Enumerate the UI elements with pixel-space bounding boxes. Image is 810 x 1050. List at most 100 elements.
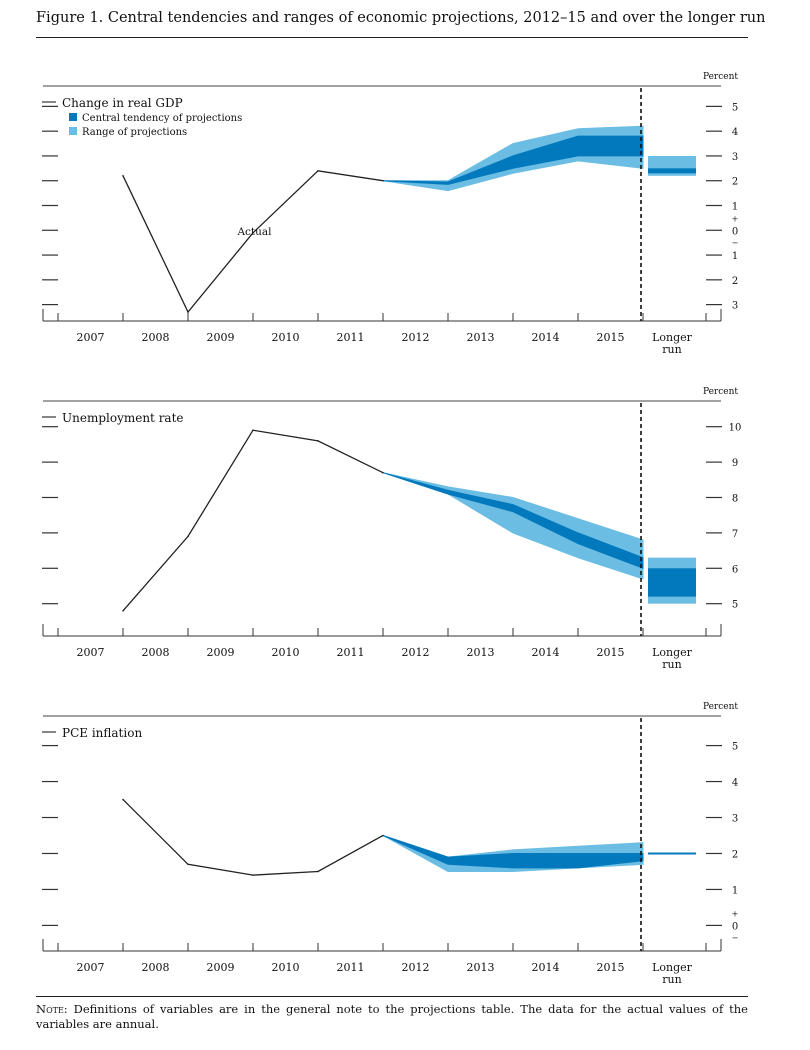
actual-line — [122, 170, 384, 314]
y-tick-label-6: 6 — [732, 564, 738, 575]
y-tick-label-0: 0 — [732, 226, 738, 237]
x-tick-label-2008: 2008 — [142, 646, 170, 659]
figure-title: Figure 1. Central tendencies and ranges … — [36, 10, 766, 26]
x-tick-label-2012: 2012 — [402, 646, 430, 659]
actual-point-2009 — [252, 231, 254, 234]
x-tick-label-2014: 2014 — [532, 331, 560, 344]
x-tick-label-run: run — [662, 343, 681, 356]
actual-point-2009 — [252, 429, 254, 432]
x-tick-label-longer: Longer — [652, 961, 693, 974]
y-tick-label-3: 3 — [732, 152, 738, 163]
unit-label: Percent — [703, 702, 738, 712]
y-tick-label-9: 9 — [732, 458, 738, 469]
actual-point-2008 — [187, 535, 189, 538]
actual-point-2010 — [317, 170, 319, 172]
x-tick-label-longer: Longer — [652, 331, 693, 344]
y-tick-label-2: 2 — [732, 177, 738, 188]
x-tick-label-2015: 2015 — [597, 646, 625, 659]
figure-note: Note: Definitions of variables are in th… — [36, 1002, 748, 1032]
plus-sign: + — [732, 214, 739, 223]
x-tick-label-2009: 2009 — [207, 961, 235, 974]
x-tick-label-2007: 2007 — [77, 961, 105, 974]
actual-line — [122, 429, 384, 612]
x-tick-label-2013: 2013 — [467, 646, 495, 659]
y-tick-label-4: 4 — [732, 127, 738, 138]
x-tick-label-2008: 2008 — [142, 961, 170, 974]
x-tick-label-2008: 2008 — [142, 331, 170, 344]
x-tick-label-2007: 2007 — [77, 646, 105, 659]
y-tick-label-10: 10 — [729, 423, 742, 434]
central-tendency-band — [382, 472, 644, 570]
y-tick-label-0: 0 — [732, 921, 738, 932]
longer-run-central-box — [648, 568, 696, 597]
plus-sign: + — [732, 909, 739, 918]
actual-point-2010 — [317, 440, 319, 442]
note-lead: Note: — [36, 1002, 68, 1016]
note-text: Definitions of variables are in the gene… — [36, 1002, 748, 1031]
y-tick-label-7: 7 — [732, 529, 738, 540]
minus-sign: − — [732, 933, 739, 942]
x-tick-label-2015: 2015 — [597, 961, 625, 974]
x-tick-label-2010: 2010 — [272, 646, 300, 659]
actual-point-2009 — [252, 874, 254, 876]
y-tick-label-2: 2 — [732, 276, 738, 287]
y-tick-label-1: 1 — [732, 251, 738, 262]
actual-annotation: Actual — [236, 226, 272, 238]
minus-sign: − — [732, 238, 739, 247]
x-tick-label-longer: Longer — [652, 646, 693, 659]
x-tick-label-2011: 2011 — [337, 961, 365, 974]
legend-range-label: Range of projections — [82, 127, 187, 138]
range-band — [382, 472, 644, 580]
actual-point-2011 — [382, 471, 384, 474]
actual-point-2008 — [187, 863, 189, 866]
title-rule — [36, 37, 748, 38]
x-tick-label-2009: 2009 — [207, 331, 235, 344]
x-tick-label-2011: 2011 — [337, 331, 365, 344]
x-tick-label-2010: 2010 — [272, 961, 300, 974]
x-tick-label-2009: 2009 — [207, 646, 235, 659]
y-tick-label-1: 1 — [732, 202, 738, 213]
actual-point-2010 — [317, 870, 319, 873]
legend-central-label: Central tendency of projections — [82, 113, 242, 124]
note-rule — [36, 996, 748, 997]
x-tick-label-2010: 2010 — [272, 331, 300, 344]
x-tick-label-2013: 2013 — [467, 961, 495, 974]
unit-label: Percent — [703, 72, 738, 82]
x-tick-label-2014: 2014 — [532, 961, 560, 974]
unit-label: Percent — [703, 387, 738, 397]
y-tick-label-5: 5 — [732, 102, 738, 113]
y-tick-label-2: 2 — [732, 849, 738, 860]
x-tick-label-run: run — [662, 973, 681, 986]
x-tick-label-2011: 2011 — [337, 646, 365, 659]
central-tendency-band — [382, 835, 644, 869]
chart-title: PCE inflation — [62, 726, 142, 740]
legend-swatch-central — [69, 113, 77, 121]
actual-point-2007 — [122, 174, 124, 177]
x-tick-label-2013: 2013 — [467, 331, 495, 344]
longer-run-central-box — [648, 168, 696, 174]
x-tick-label-2012: 2012 — [402, 331, 430, 344]
chart-title: Change in real GDP — [62, 96, 183, 110]
actual-point-2007 — [122, 798, 124, 801]
actual-line — [122, 799, 384, 876]
y-tick-label-4: 4 — [732, 778, 738, 789]
actual-point-2008 — [187, 311, 189, 313]
x-tick-label-2014: 2014 — [532, 646, 560, 659]
y-tick-label-3: 3 — [732, 301, 738, 312]
actual-point-2011 — [382, 834, 384, 837]
y-tick-label-5: 5 — [732, 600, 738, 611]
y-tick-label-5: 5 — [732, 742, 738, 753]
actual-point-2011 — [382, 179, 384, 182]
x-tick-label-run: run — [662, 658, 681, 671]
y-tick-label-1: 1 — [732, 885, 738, 896]
x-tick-label-2007: 2007 — [77, 331, 105, 344]
x-tick-label-2012: 2012 — [402, 961, 430, 974]
chart-title: Unemployment rate — [62, 411, 184, 425]
actual-point-2007 — [122, 609, 124, 612]
y-tick-label-3: 3 — [732, 814, 738, 825]
x-tick-label-2015: 2015 — [597, 331, 625, 344]
y-tick-label-8: 8 — [732, 493, 738, 504]
central-tendency-band — [382, 135, 644, 185]
